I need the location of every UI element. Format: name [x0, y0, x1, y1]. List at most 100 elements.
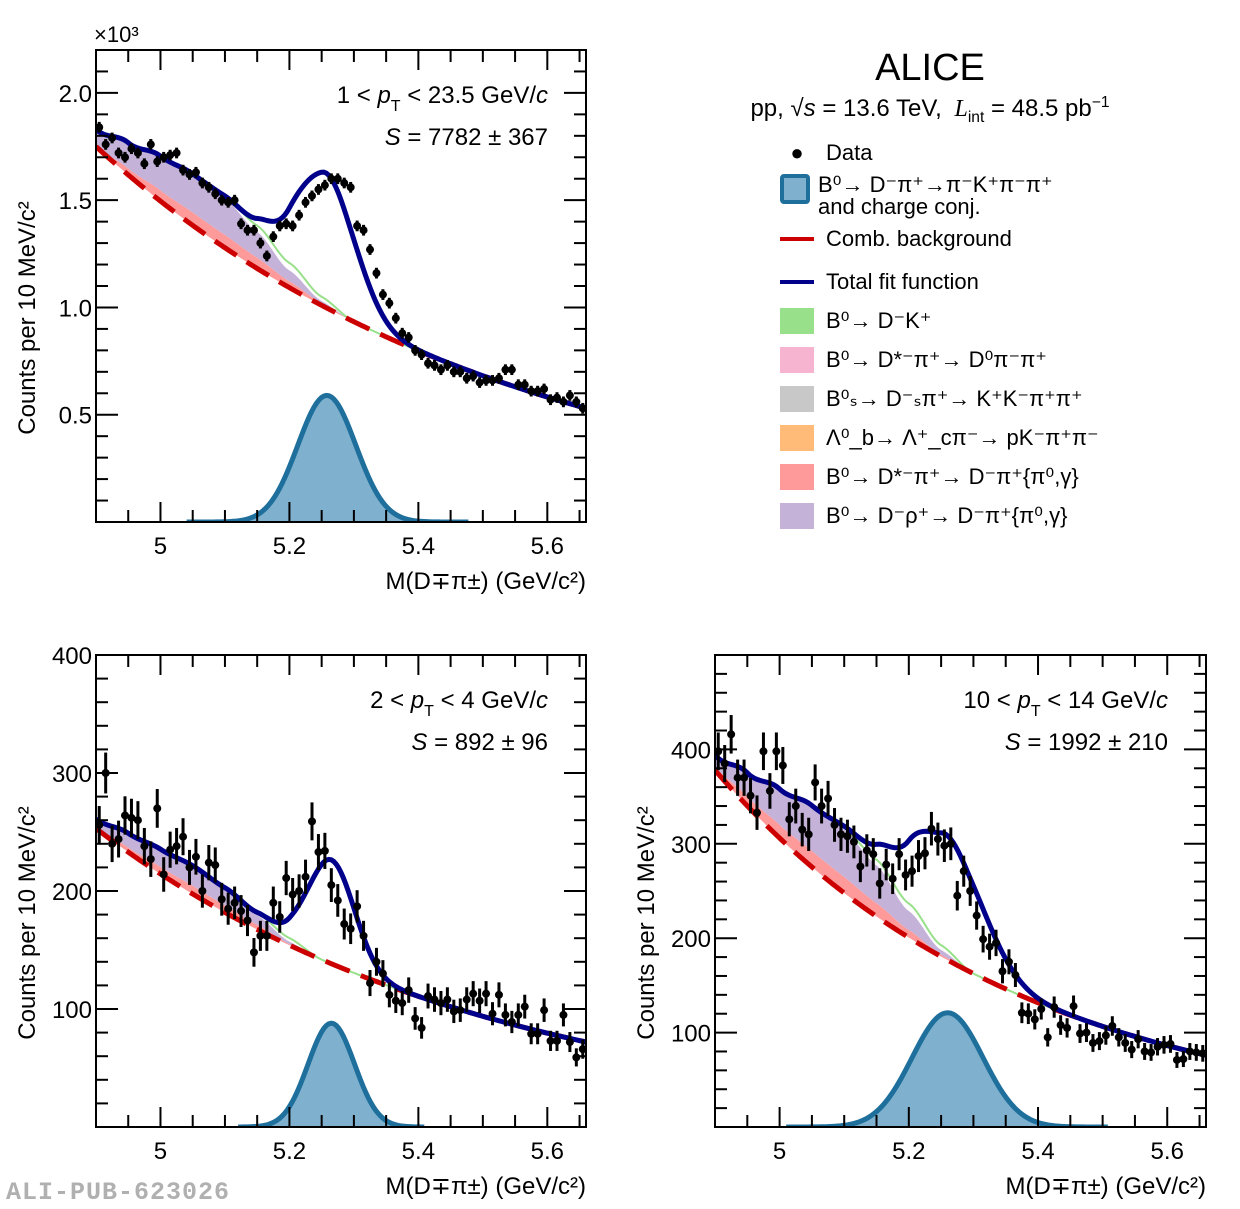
title-block: ALICE pp, √s = 13.6 TeV, Lint = 48.5 pb−… [700, 48, 1160, 133]
lumi-exp: −1 [1091, 94, 1110, 111]
data-point [198, 887, 207, 895]
data-point [353, 221, 362, 230]
legend-label: B⁰→ D⁻K⁺ [826, 308, 932, 333]
data-point [340, 920, 349, 929]
data-point [372, 957, 381, 966]
signal-curve [238, 1020, 425, 1127]
lumi-sub: int [967, 108, 985, 126]
data-point [572, 397, 581, 406]
data-point [546, 1036, 555, 1045]
data-point [217, 196, 226, 205]
data-point [791, 802, 800, 811]
data-point [992, 938, 1001, 947]
data-point [469, 989, 478, 998]
data-point [443, 995, 452, 1004]
legend-item-drho: B⁰→ D⁻ρ⁺→ D⁻π⁺{π⁰,γ} [780, 501, 1067, 531]
data-point [1147, 1048, 1156, 1057]
data-point [404, 333, 413, 342]
y-tick-label: 100 [671, 1021, 711, 1048]
y-axis-label: Counts per 10 MeV/c² [14, 201, 41, 434]
data-point [430, 361, 439, 370]
data-point [565, 1038, 574, 1047]
data-point [96, 123, 104, 132]
data-point [882, 860, 891, 869]
data-marker-icon: ● [790, 140, 804, 165]
data-point [895, 850, 904, 859]
data-point [436, 365, 445, 374]
data-point [185, 863, 194, 872]
data-point [159, 870, 168, 879]
legend-label: Data [826, 140, 873, 165]
data-point [288, 221, 297, 230]
x-tick-label: 5 [773, 1138, 786, 1165]
data-point [520, 380, 529, 389]
salmon-swatch-icon [780, 464, 814, 490]
data-point [908, 867, 917, 876]
data-point [1108, 1021, 1117, 1030]
data-point [198, 179, 207, 188]
signal-swatch-icon [780, 174, 810, 204]
data-point [327, 881, 336, 890]
signal-curve [786, 1010, 1108, 1127]
data-point [578, 404, 586, 413]
data-point [849, 837, 858, 846]
data-point [501, 365, 510, 374]
data-point [1056, 1021, 1065, 1030]
data-point [295, 887, 304, 895]
data-point [527, 1029, 536, 1038]
green-swatch-icon [780, 308, 814, 334]
signal-fill [186, 395, 470, 522]
y-tick-label: 100 [52, 997, 92, 1024]
data-point [785, 815, 794, 824]
legend-label-line2: and charge conj. [818, 194, 981, 219]
x-tick-label: 5.4 [402, 533, 435, 560]
orange-swatch-icon [780, 425, 814, 451]
data-point [307, 817, 316, 826]
data-point [501, 1010, 510, 1019]
drho-band [715, 755, 1206, 1056]
data-point [256, 931, 265, 940]
data-point [1121, 1038, 1130, 1047]
data-point [159, 153, 168, 162]
data-point [230, 898, 239, 907]
data-point [269, 898, 278, 907]
publication-id: ALI-PUB-623026 [6, 1178, 231, 1207]
data-point [1127, 1045, 1136, 1054]
data-point [1166, 1039, 1175, 1048]
collision-info: pp, √s = 13.6 TeV, Lint = 48.5 pb−1 [700, 88, 1160, 133]
collision-system: pp, [750, 95, 784, 122]
data-point [507, 1017, 516, 1026]
data-point [843, 832, 852, 841]
data-point [282, 874, 291, 883]
data-point [275, 912, 284, 921]
data-point [385, 299, 394, 308]
data-point [830, 820, 839, 829]
data-point [1185, 1047, 1194, 1056]
x-tick-label: 5.4 [402, 1138, 435, 1165]
data-point [353, 902, 362, 911]
panel-pt-10-14: 5 5.2 5.4 5.6 100 200 300 400 Counts per 10 MeV/… [633, 654, 1207, 1200]
data-point [127, 813, 136, 822]
data-point [314, 185, 323, 194]
panel-pt-1-23p5: 5 5.2 5.4 5.6 0.5 1.0 1.5 2.0 Counts per 10 MeV/… [14, 22, 587, 595]
y-tick-label: 300 [671, 832, 711, 859]
x-axis-label: M(D∓π±) (GeV/c²) [386, 568, 586, 595]
legend-item-comb: Comb. background [780, 224, 1012, 254]
y-axis-label: Counts per 10 MeV/c² [14, 806, 41, 1039]
data-point [320, 181, 329, 190]
data-point [417, 1023, 426, 1032]
data-point [301, 198, 310, 207]
energy-value: = 13.6 TeV, [822, 95, 942, 122]
data-point [456, 367, 465, 376]
data-point [469, 372, 478, 381]
data-point [243, 226, 252, 235]
data-point [96, 820, 104, 829]
data-point [901, 870, 910, 879]
data-point [172, 148, 181, 157]
data-point [1050, 1003, 1059, 1012]
gray-swatch-icon [780, 386, 814, 412]
data-point [340, 179, 349, 188]
data-point [314, 848, 323, 857]
data-point [456, 1006, 465, 1015]
